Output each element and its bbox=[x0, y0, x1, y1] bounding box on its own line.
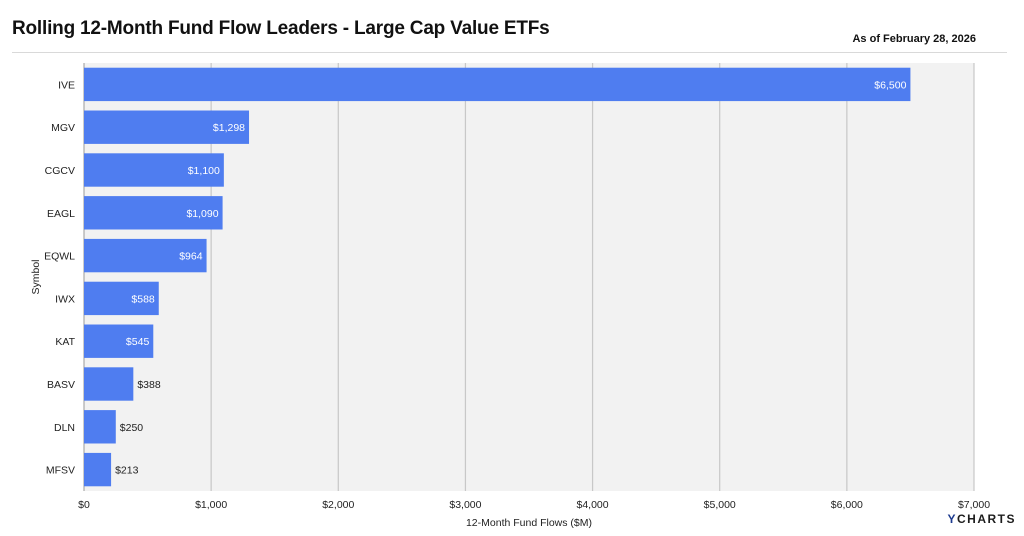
x-tick-label: $3,000 bbox=[449, 499, 481, 511]
ycharts-logo: YCHARTS bbox=[947, 512, 1016, 526]
x-tick-label: $7,000 bbox=[958, 499, 990, 511]
bar-eqwl bbox=[84, 238, 207, 273]
title-divider bbox=[12, 52, 1007, 53]
bar-kat bbox=[84, 324, 154, 358]
category-label: DLN bbox=[54, 422, 75, 434]
data-label: $588 bbox=[131, 293, 155, 305]
data-label: $213 bbox=[115, 465, 139, 477]
x-axis-title: 12-Month Fund Flows ($M) bbox=[466, 517, 592, 529]
category-label: IWX bbox=[55, 293, 75, 305]
x-tick-label: $6,000 bbox=[831, 499, 863, 511]
bar-ive bbox=[84, 67, 911, 102]
category-label: EQWL bbox=[44, 251, 75, 263]
x-tick-label: $5,000 bbox=[704, 499, 736, 511]
category-label: KAT bbox=[55, 336, 75, 348]
bar-basv bbox=[84, 367, 134, 401]
chart-title: Rolling 12-Month Fund Flow Leaders - Lar… bbox=[12, 18, 550, 39]
category-label: EAGL bbox=[47, 208, 75, 220]
x-tick-label: $0 bbox=[78, 499, 90, 511]
category-label: MFSV bbox=[46, 465, 75, 477]
as-of-date: As of February 28, 2026 bbox=[852, 33, 976, 45]
data-label: $545 bbox=[126, 336, 150, 348]
category-label: MGV bbox=[51, 122, 75, 134]
x-tick-label: $1,000 bbox=[195, 499, 227, 511]
x-tick-label: $4,000 bbox=[577, 499, 609, 511]
category-label: BASV bbox=[47, 379, 75, 391]
data-label: $1,100 bbox=[188, 165, 220, 177]
category-label: CGCV bbox=[45, 165, 75, 177]
category-labels: IVE MGV CGCV EAGL EQWL IWX KAT BASV DLN MFSV bbox=[44, 79, 75, 476]
bar-dln bbox=[84, 410, 116, 444]
bar-mfsv bbox=[84, 452, 112, 487]
bar-cgcv bbox=[84, 153, 224, 187]
bar-iwx bbox=[84, 281, 159, 316]
bars: $6,500 $1,298 $1,100 $1,090 $964 $588 $545 $388… bbox=[84, 67, 911, 487]
data-label: $388 bbox=[137, 379, 161, 391]
data-label: $250 bbox=[120, 422, 144, 434]
x-tick-label: $2,000 bbox=[322, 499, 354, 511]
bar-mgv bbox=[84, 110, 250, 144]
data-label: $1,090 bbox=[186, 208, 218, 220]
bar-eagl bbox=[84, 196, 223, 230]
data-label: $1,298 bbox=[213, 122, 245, 134]
y-axis-title: Symbol bbox=[30, 259, 42, 294]
data-label: $6,500 bbox=[874, 79, 906, 91]
data-label: $964 bbox=[179, 251, 203, 263]
category-label: IVE bbox=[58, 79, 75, 91]
x-tick-labels: $0 $1,000 $2,000 $3,000 $4,000 $5,000 $6,000 $7… bbox=[78, 499, 990, 511]
